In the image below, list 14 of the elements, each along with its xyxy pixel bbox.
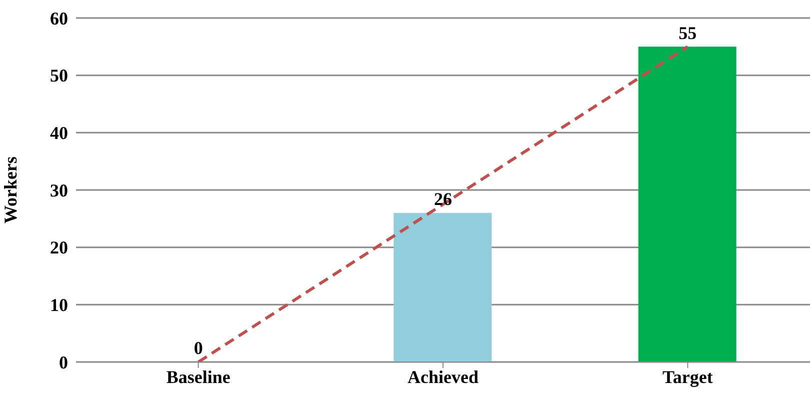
- x-tick-label: Achieved: [408, 366, 478, 387]
- y-tick-label: 0: [59, 352, 68, 372]
- data-label: 0: [192, 338, 204, 358]
- y-axis-title: Workers: [0, 156, 20, 224]
- y-tick-label: 30: [50, 180, 68, 200]
- y-tick-label: 20: [50, 238, 68, 258]
- y-tick-label: 50: [50, 66, 68, 86]
- data-label: 26: [433, 188, 453, 209]
- x-tick-label: Target: [662, 366, 713, 387]
- y-tick-label: 40: [50, 123, 68, 144]
- x-tick-label: Baseline: [166, 366, 230, 387]
- y-tick-label: 60: [50, 8, 68, 28]
- y-tick-label: 10: [50, 295, 68, 316]
- data-label: 55: [678, 22, 698, 43]
